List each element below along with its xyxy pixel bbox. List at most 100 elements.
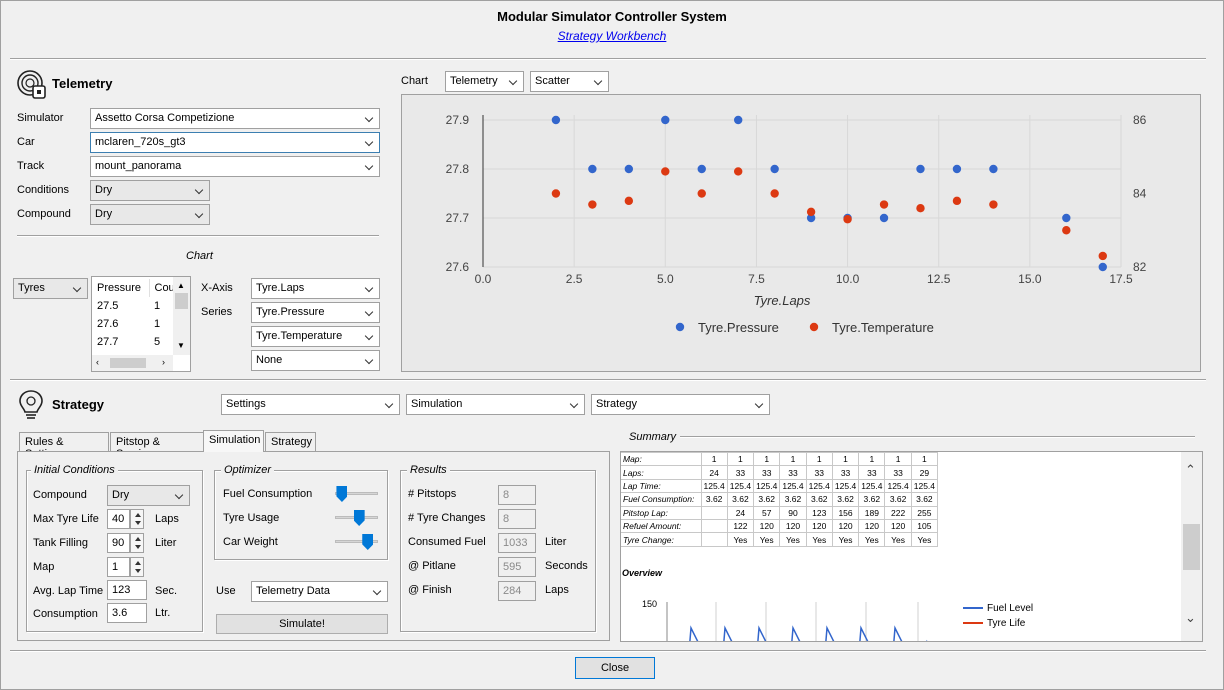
tyre-usage-slider-thumb[interactable] (353, 510, 365, 526)
summary-cell: 1 (884, 452, 912, 467)
summary-cell: 3.62 (753, 492, 781, 507)
scroll-up-icon[interactable]: ▲ (177, 281, 185, 290)
list-item[interactable]: 27.6 1 (92, 315, 179, 333)
list-header-count[interactable]: Count (149, 279, 180, 297)
conditions-label: Conditions (17, 184, 69, 196)
use-dropdown[interactable]: Telemetry Data (251, 581, 388, 602)
workbench-link[interactable]: Strategy Workbench (557, 29, 667, 43)
results-group (400, 470, 596, 632)
tank-filling-input[interactable]: 90 (107, 533, 130, 553)
list-cell: 1 (154, 318, 161, 330)
series-2-dropdown[interactable]: Tyre.Temperature (251, 326, 380, 347)
summary-cell: Yes (779, 532, 807, 547)
summary-title: Summary (629, 431, 677, 443)
overview-label: Overview (622, 568, 663, 578)
strategy-title: Strategy (52, 397, 105, 412)
summary-scroll-up-icon[interactable]: ⌃ (1185, 462, 1196, 477)
max-tyre-life-unit: Laps (155, 513, 179, 525)
summary-row: Fuel Consumption: 3.62 3.62 3.62 3.62 3.62 3.6… (621, 492, 939, 507)
conditions-dropdown[interactable]: Dry (90, 180, 210, 201)
tab-strategy[interactable]: Strategy (265, 432, 316, 451)
compound-dropdown[interactable]: Dry (90, 204, 210, 225)
fuel-consumption-slider[interactable] (335, 492, 378, 495)
list-item[interactable]: 27.5 1 (92, 297, 179, 315)
summary-cell: 24 (726, 505, 755, 520)
tab-simulation[interactable]: Simulation (203, 430, 264, 452)
settings-menu-dropdown[interactable]: Settings (221, 394, 400, 415)
map-spinner-icon[interactable] (130, 557, 144, 577)
pitstops-value: 8 (498, 485, 536, 505)
summary-cell: 120 (753, 518, 781, 534)
summary-scroll-thumb[interactable] (1183, 524, 1200, 570)
tyre-usage-label: Tyre Usage (223, 512, 280, 524)
chart-type-dropdown[interactable]: Scatter (530, 71, 609, 92)
list-item[interactable]: 27.7 5 (92, 333, 179, 351)
list-vertical-scrollbar[interactable]: ▲ ▼ (173, 277, 190, 355)
ic-compound-dropdown[interactable]: Dry (107, 485, 190, 506)
list-horizontal-scrollbar[interactable]: ‹ › (92, 355, 173, 371)
summary-cell: 125.4 (858, 478, 886, 494)
results-title: Results (407, 464, 450, 476)
simulator-dropdown[interactable]: Assetto Corsa Competizione (90, 108, 380, 129)
car-weight-slider[interactable] (335, 540, 378, 543)
summary-cell: 255 (910, 505, 939, 520)
simulate-button[interactable]: Simulate! (216, 614, 388, 634)
data-type-dropdown[interactable]: Tyres (13, 278, 88, 299)
summary-cell: 1 (831, 452, 860, 467)
summary-cell: Yes (831, 532, 860, 547)
data-listview[interactable]: Pressure Count 27.51 27.61 27.75 ▲ ▼ ‹ › (91, 276, 191, 372)
summary-cell (700, 518, 728, 534)
summary-row-label: Lap Time: (621, 478, 702, 494)
data-point-tyre-pressure (1062, 213, 1071, 223)
xaxis-dropdown[interactable]: Tyre.Laps (251, 278, 380, 299)
scroll-left-icon[interactable]: ‹ (96, 357, 99, 367)
summary-row: Refuel Amount: 122 120 120 120 120 120 120 105 (621, 518, 939, 534)
list-hscroll-thumb[interactable] (110, 358, 146, 368)
fuel-consumption-slider-thumb[interactable] (336, 486, 348, 502)
summary-scroll-down-icon[interactable]: ⌄ (1185, 610, 1196, 625)
list-header-pressure[interactable]: Pressure (92, 279, 150, 297)
scroll-right-icon[interactable]: › (162, 357, 165, 367)
tank-filling-label: Tank Filling (33, 537, 89, 549)
middle-divider (10, 379, 1206, 381)
summary-cell: 120 (858, 518, 886, 534)
tab-rules-settings[interactable]: Rules & Settings (19, 432, 109, 460)
data-point-tyre-temperature (588, 200, 597, 209)
summary-scrollbar[interactable]: ⌃ ⌄ (1181, 452, 1202, 641)
max-tyre-life-spinner-icon[interactable] (130, 509, 144, 529)
xaxis-label: X-Axis (201, 282, 233, 294)
summary-view[interactable]: Map: 1 1 1 1 1 1 1 1 1 Laps: 24 33 33 33 33 33 33 33 29 Lap … (620, 451, 1203, 642)
scroll-down-icon[interactable]: ▼ (177, 341, 185, 350)
car-label: Car (17, 136, 35, 148)
tank-filling-spinner-icon[interactable] (130, 533, 144, 553)
summary-cell: Yes (910, 532, 939, 547)
overview-chart: 150 Fuel Level Tyre Life (642, 599, 1033, 641)
consumption-input[interactable]: 3.6 (107, 603, 147, 623)
summary-cell: 1 (700, 452, 728, 467)
max-tyre-life-input[interactable]: 40 (107, 509, 130, 529)
simulation-menu-dropdown[interactable]: Simulation (406, 394, 585, 415)
list-scroll-thumb[interactable] (175, 293, 188, 309)
chart-source-dropdown[interactable]: Telemetry (445, 71, 524, 92)
strategy-bulb-icon (19, 390, 43, 419)
track-dropdown[interactable]: mount_panorama (90, 156, 380, 177)
car-dropdown[interactable]: mclaren_720s_gt3 (90, 132, 380, 153)
data-point-tyre-temperature (1098, 251, 1107, 261)
series-3-dropdown[interactable]: None (251, 350, 380, 371)
summary-cell: 125.4 (753, 478, 781, 494)
close-button[interactable]: Close (575, 657, 655, 679)
strategy-menu-dropdown[interactable]: Strategy (591, 394, 770, 415)
list-cell: 27.7 (97, 336, 119, 348)
map-input[interactable]: 1 (107, 557, 130, 577)
series-1-dropdown[interactable]: Tyre.Pressure (251, 302, 380, 323)
map-label: Map (33, 561, 55, 573)
summary-cell: 33 (726, 465, 755, 480)
summary-cell: Yes (726, 532, 755, 547)
chart-section-label: Chart (186, 250, 213, 262)
summary-cell: 33 (805, 465, 833, 480)
finish-label: @ Finish (408, 584, 452, 596)
tab-pitstop-service[interactable]: Pitstop & Service (110, 432, 204, 460)
summary-cell: 1 (910, 452, 939, 467)
car-weight-slider-thumb[interactable] (362, 534, 374, 550)
avg-lap-time-input[interactable]: 123 (107, 580, 147, 600)
